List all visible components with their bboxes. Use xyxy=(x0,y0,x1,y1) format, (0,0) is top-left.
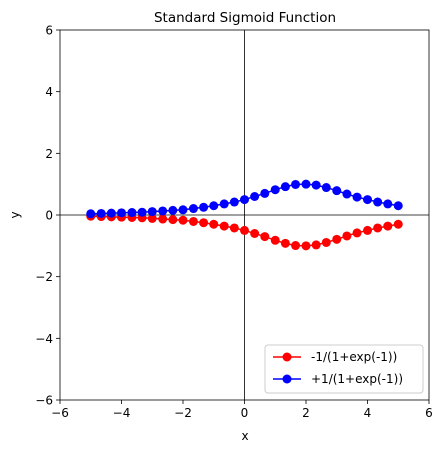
series-2-point xyxy=(117,208,126,218)
series-2-point xyxy=(209,201,219,211)
series-1-point xyxy=(301,241,311,251)
series-1-point xyxy=(280,238,290,248)
series-1-point xyxy=(147,213,157,223)
series-2-point xyxy=(352,192,362,202)
series-1-point xyxy=(219,221,229,231)
series-1-point xyxy=(260,232,270,242)
series-2-point xyxy=(383,199,393,209)
x-tick-label: 4 xyxy=(364,406,372,420)
y-tick-label: 0 xyxy=(45,209,53,223)
series-1-point xyxy=(291,241,301,251)
series-2-point xyxy=(240,195,249,205)
series-2-point xyxy=(280,182,290,192)
y-tick-label: −6 xyxy=(35,394,53,408)
y-tick-label: −4 xyxy=(35,332,53,346)
chart-title: Standard Sigmoid Function xyxy=(154,10,336,26)
y-tick-label: −2 xyxy=(35,270,53,284)
series-1-point xyxy=(352,228,362,238)
series-1-point xyxy=(209,219,219,229)
series-2-point xyxy=(137,207,147,217)
x-axis-title: x xyxy=(241,429,248,443)
series-2-point xyxy=(147,207,157,217)
series-2-point xyxy=(188,204,198,214)
series-2-point xyxy=(393,201,403,211)
legend-marker-1 xyxy=(282,352,292,362)
series-2-point xyxy=(332,186,342,196)
legend-marker-2 xyxy=(282,374,292,384)
series-1-point xyxy=(178,215,188,225)
series-2-point xyxy=(291,179,301,189)
series-1-point xyxy=(250,229,260,238)
plot-area: −6 −4 −2 0 2 4 6 −6 −4 −2 0 2 4 6 -1/(1+exp(-1)) +1/(1+… xyxy=(35,24,433,421)
x-tick-label: −4 xyxy=(113,406,131,420)
series-1-point xyxy=(393,219,403,229)
series-1-point xyxy=(373,223,383,233)
series-2-point xyxy=(199,202,209,212)
series-1-point xyxy=(240,225,249,235)
series-1-point xyxy=(311,240,321,250)
y-tick-label: 6 xyxy=(45,24,53,38)
series-2-point xyxy=(311,180,321,190)
series-1-point xyxy=(342,231,352,241)
x-tick-label: −2 xyxy=(174,406,192,420)
legend: -1/(1+exp(-1)) +1/(1+exp(-1)) xyxy=(264,344,424,394)
legend-label-1: -1/(1+exp(-1)) xyxy=(311,350,397,364)
series-1-point xyxy=(199,218,209,228)
series-2-point xyxy=(106,208,116,218)
y-tick-label: 4 xyxy=(45,85,53,99)
series-2-point xyxy=(363,195,372,205)
series-2-point xyxy=(168,205,178,215)
series-2-point xyxy=(342,189,352,199)
series-1-point xyxy=(270,235,280,245)
series-2-point xyxy=(219,199,229,209)
series-1-point xyxy=(321,237,331,247)
series-2-point xyxy=(250,192,260,201)
series-1-point xyxy=(188,216,198,226)
series-2-point xyxy=(96,208,106,218)
series-1-point xyxy=(229,223,239,233)
series-1-point xyxy=(168,215,178,225)
x-tick-label: 2 xyxy=(302,406,310,420)
series-2-point xyxy=(229,197,239,207)
series-1-point xyxy=(363,225,372,235)
series-2-point xyxy=(178,205,188,215)
legend-box xyxy=(264,344,424,394)
x-tick-label: 0 xyxy=(241,406,249,420)
series-2-point xyxy=(321,183,331,193)
x-tick-label: 6 xyxy=(425,406,433,420)
series-2-point xyxy=(260,188,270,198)
series-2-point xyxy=(127,208,137,218)
series-2-point xyxy=(373,197,383,207)
y-axis-title: y xyxy=(8,211,22,218)
series-2-point xyxy=(270,185,280,195)
series-1-point xyxy=(158,214,168,224)
series-2-point xyxy=(301,179,311,189)
y-tick-label: 2 xyxy=(45,147,53,161)
series-1-point xyxy=(383,221,393,231)
legend-label-2: +1/(1+exp(-1)) xyxy=(311,372,403,386)
series-2-point xyxy=(158,206,168,216)
series-2-point xyxy=(86,209,96,219)
series-1-point xyxy=(332,234,342,244)
x-tick-label: −6 xyxy=(51,406,69,420)
